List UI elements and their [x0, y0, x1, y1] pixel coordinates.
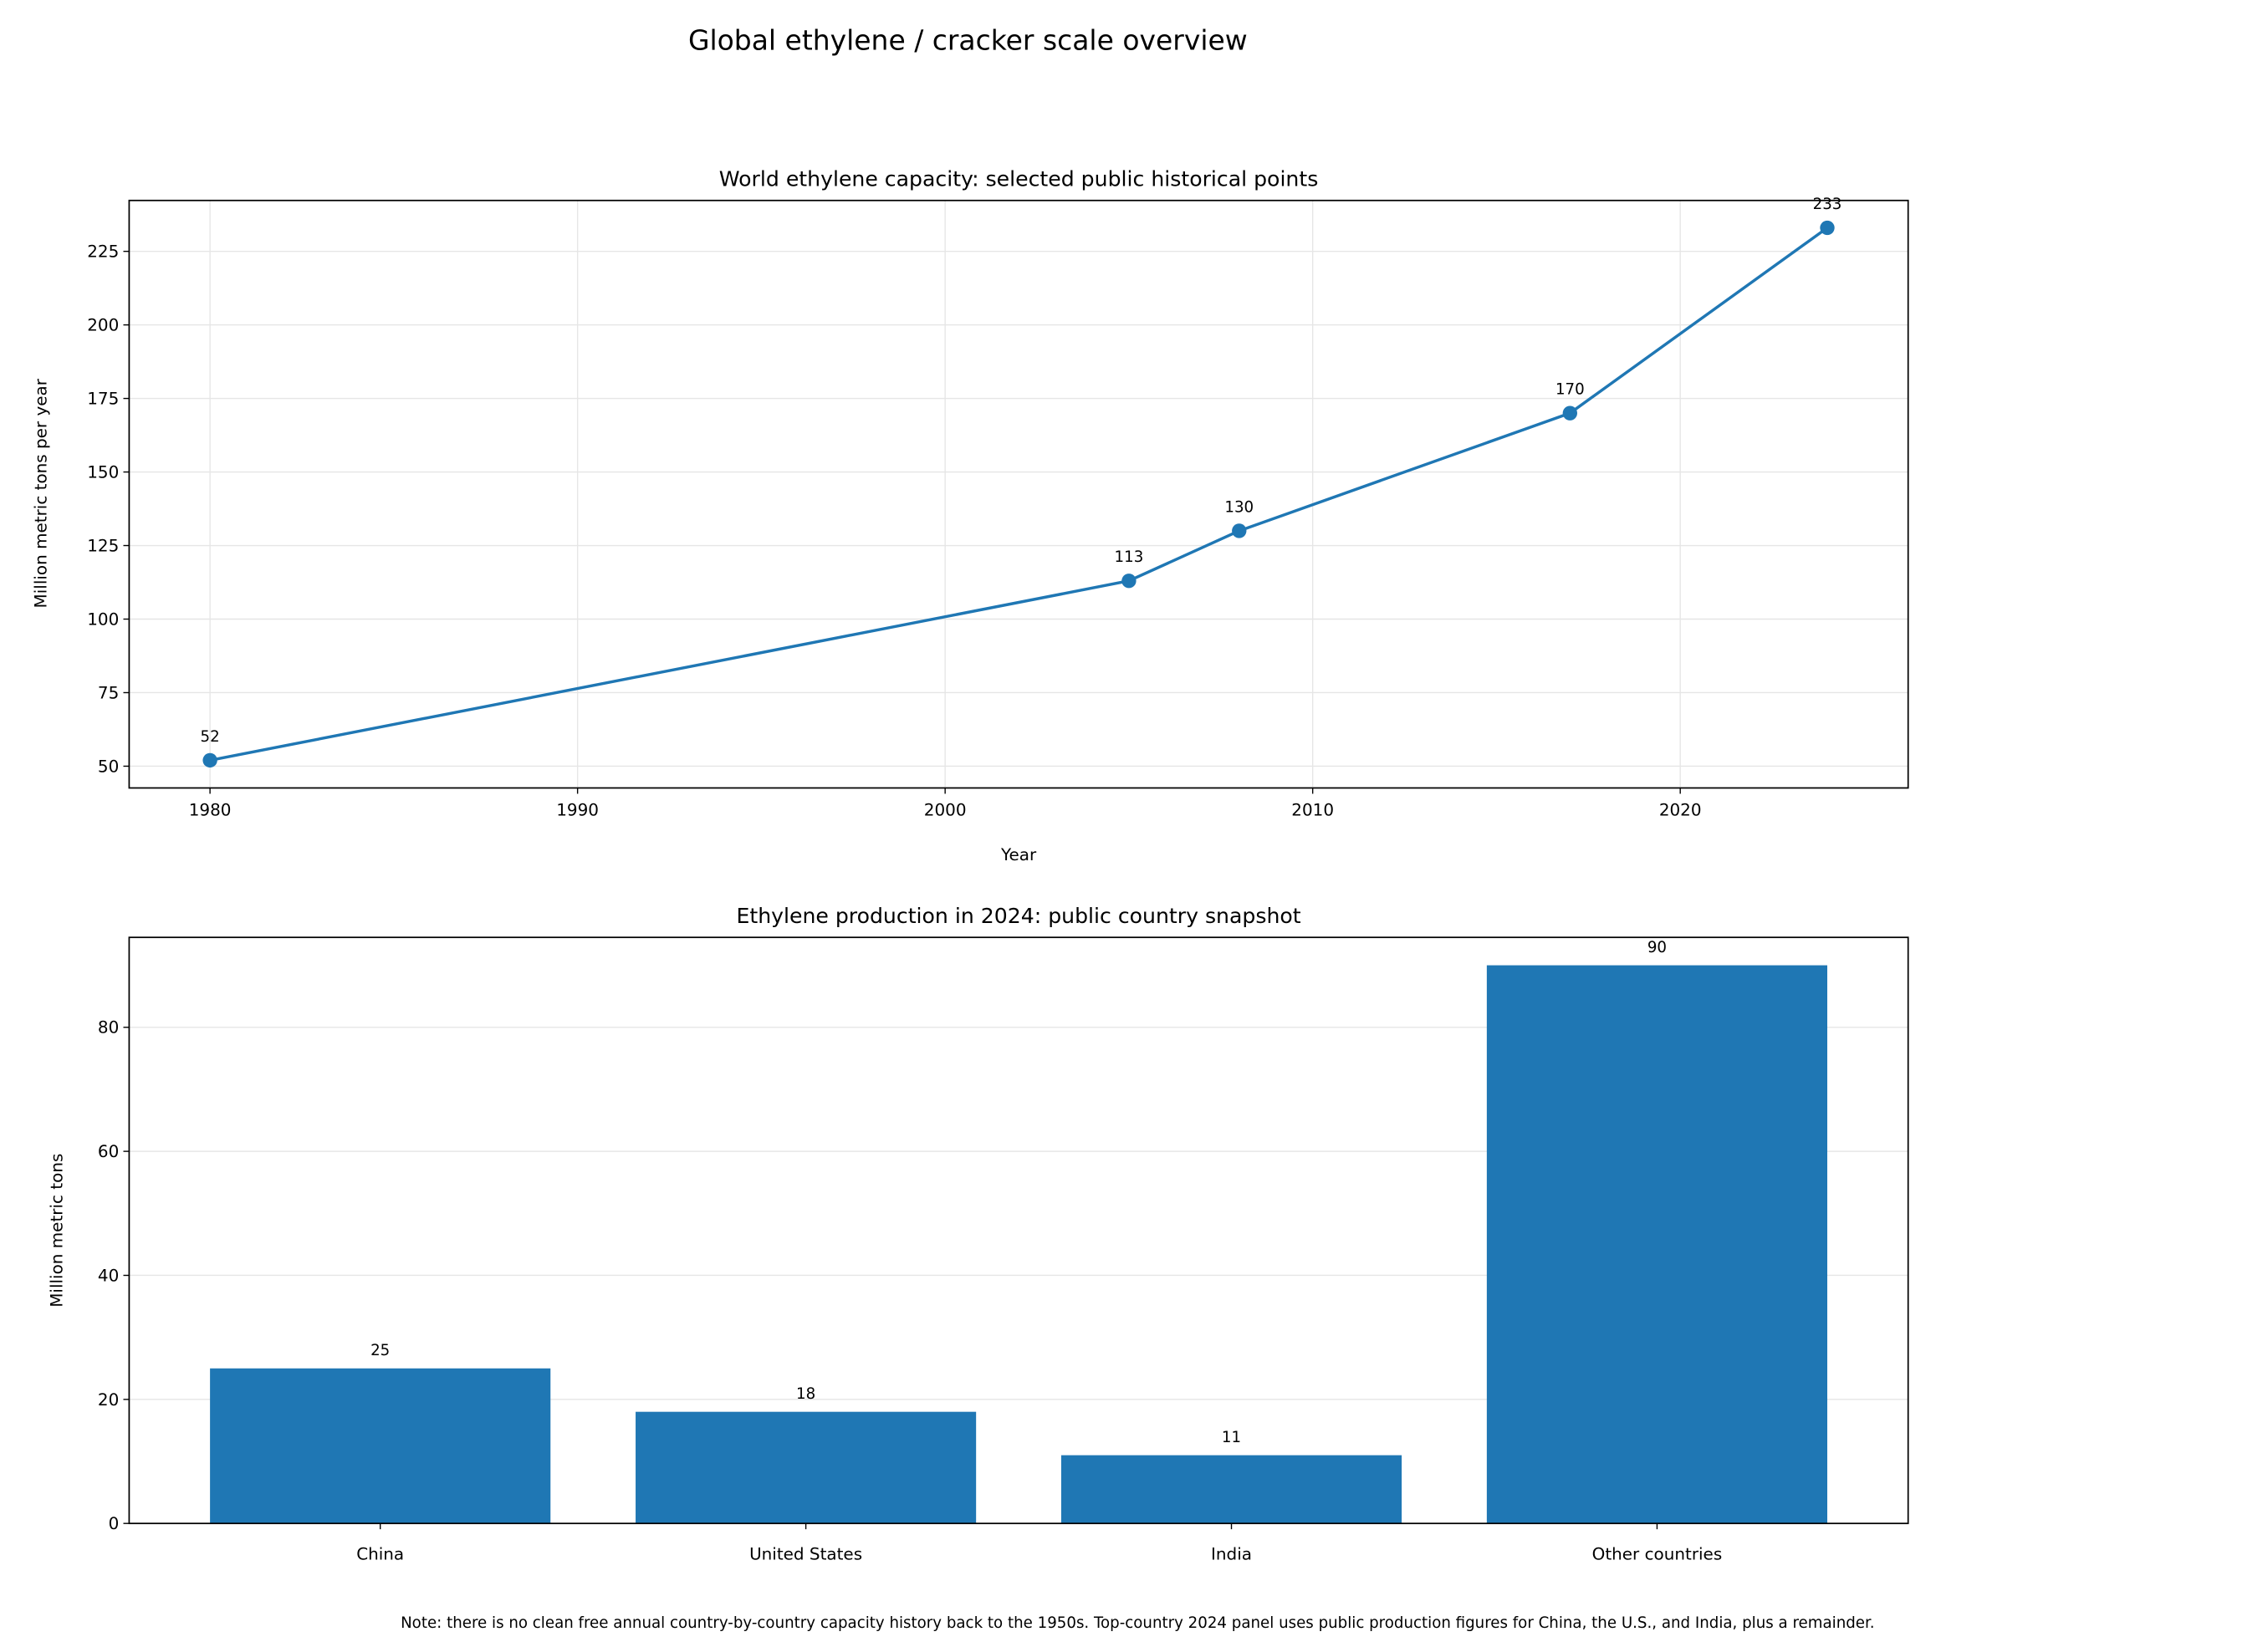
data-label: 113 — [1115, 548, 1144, 566]
y-tick-label: 225 — [87, 242, 119, 262]
data-label: 130 — [1224, 498, 1254, 516]
axes-frame — [128, 199, 1909, 789]
x-tick-label: 1990 — [556, 799, 599, 819]
y-tick-label: 80 — [98, 1017, 119, 1038]
x-tick-label: 2010 — [1291, 799, 1334, 819]
y-tick-label: 20 — [98, 1389, 119, 1410]
bar-chart-panel: Ethylene production in 2024: public coun… — [47, 904, 1909, 1564]
data-point — [1562, 405, 1578, 421]
data-label: 90 — [1647, 939, 1667, 956]
x-tick-label: Other countries — [1592, 1544, 1723, 1564]
data-label: 52 — [201, 728, 220, 746]
data-label: 170 — [1555, 381, 1585, 399]
bar — [1060, 1455, 1402, 1524]
bar — [636, 1411, 977, 1524]
x-tick-label: United States — [749, 1544, 862, 1564]
y-tick-label: 200 — [87, 315, 119, 335]
footnote: Note: there is no clean free annual coun… — [401, 1614, 1875, 1632]
data-point — [1121, 574, 1137, 589]
bar-chart-title: Ethylene production in 2024: public coun… — [736, 904, 1300, 928]
x-tick-label: 2000 — [924, 799, 967, 819]
y-tick-label: 125 — [87, 535, 119, 555]
y-tick-label: 50 — [98, 756, 119, 776]
y-tick-label: 175 — [87, 389, 119, 409]
axes-frame — [128, 936, 1909, 1525]
suptitle: Global ethylene / cracker scale overview — [688, 23, 1248, 56]
x-tick-label: 1980 — [189, 799, 232, 819]
x-tick-label: China — [356, 1544, 404, 1564]
line-chart-panel: World ethylene capacity: selected public… — [31, 166, 1909, 864]
y-tick-label: 60 — [98, 1141, 119, 1161]
line-chart-xlabel: Year — [1000, 844, 1037, 864]
data-point — [1820, 220, 1835, 236]
data-point — [1232, 523, 1247, 538]
x-tick-label: India — [1211, 1544, 1252, 1564]
bar — [1486, 965, 1827, 1524]
data-label: 11 — [1222, 1429, 1241, 1446]
x-tick-label: 2020 — [1659, 799, 1702, 819]
y-tick-label: 150 — [87, 461, 119, 482]
y-tick-label: 100 — [87, 609, 119, 629]
line-chart-ylabel: Million metric tons per year — [31, 378, 51, 608]
line-chart-title: World ethylene capacity: selected public… — [719, 166, 1319, 191]
y-tick-label: 75 — [98, 682, 119, 702]
data-label: 25 — [370, 1342, 390, 1359]
data-label: 233 — [1813, 196, 1842, 213]
data-label: 18 — [796, 1385, 815, 1403]
bar-chart-ylabel: Million metric tons — [47, 1154, 67, 1308]
y-tick-label: 40 — [98, 1265, 119, 1285]
bar — [210, 1368, 551, 1524]
y-tick-label: 0 — [109, 1513, 120, 1533]
data-point — [202, 752, 217, 768]
series-line — [209, 227, 1829, 762]
